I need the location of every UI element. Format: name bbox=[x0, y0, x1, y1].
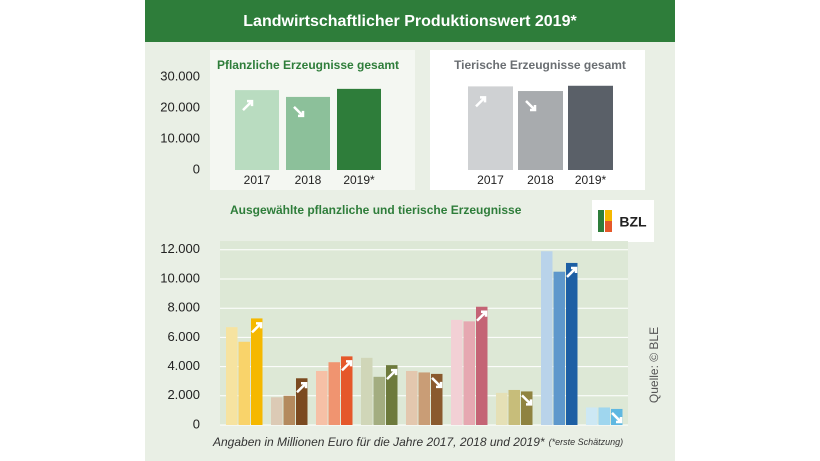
y-tick-label: 0 bbox=[193, 161, 200, 176]
logo-icon bbox=[605, 210, 612, 221]
bar bbox=[468, 86, 513, 170]
arrow-icon bbox=[521, 394, 533, 406]
arrow-icon bbox=[386, 368, 398, 381]
y-tick-label: 10.000 bbox=[160, 130, 200, 145]
title-bar bbox=[145, 0, 675, 42]
logo-icon bbox=[605, 221, 612, 232]
x-tick-label: 2017 bbox=[244, 173, 271, 187]
footnote: Angaben in Millionen Euro für die Jahre … bbox=[212, 435, 623, 449]
bar bbox=[283, 395, 295, 425]
bar bbox=[568, 85, 613, 170]
arrow-icon bbox=[475, 96, 487, 108]
source: Quelle: © BLE bbox=[647, 327, 661, 403]
bar bbox=[226, 327, 238, 425]
x-tick-label: 2019* bbox=[343, 173, 375, 187]
y-tick-label: 30.000 bbox=[160, 69, 200, 84]
bar bbox=[235, 90, 279, 170]
arrow-icon bbox=[293, 106, 305, 118]
bar bbox=[508, 389, 520, 425]
bar bbox=[386, 365, 398, 425]
arrow-icon bbox=[251, 322, 263, 334]
bar bbox=[316, 370, 328, 425]
bar bbox=[521, 391, 533, 425]
y-tick-label: 4.000 bbox=[167, 358, 200, 373]
bar bbox=[251, 318, 263, 425]
x-tick-label: 2018 bbox=[295, 173, 322, 187]
bar bbox=[541, 251, 553, 425]
panel-title: Tierische Erzeugnisse gesamt bbox=[454, 58, 626, 72]
x-tick-label: 2019* bbox=[575, 173, 607, 187]
y-tick-label: 12.000 bbox=[160, 241, 200, 256]
bar bbox=[451, 319, 463, 425]
panel-title: Ausgewählte pflanzliche und tierische Er… bbox=[230, 203, 522, 217]
bar bbox=[418, 372, 430, 425]
bar bbox=[296, 378, 308, 425]
bar bbox=[518, 91, 563, 170]
bar bbox=[406, 370, 418, 425]
bar bbox=[598, 407, 610, 425]
bar bbox=[476, 306, 488, 425]
arrow-icon bbox=[566, 266, 578, 278]
bar bbox=[341, 356, 353, 425]
bar bbox=[328, 362, 340, 425]
arrow-icon bbox=[476, 310, 488, 322]
bar bbox=[361, 357, 373, 425]
bar bbox=[238, 341, 250, 425]
y-tick-label: 0 bbox=[193, 416, 200, 431]
arrow-icon bbox=[431, 377, 443, 389]
footnote-main: Angaben in Millionen Euro für die Jahre … bbox=[212, 435, 545, 449]
y-tick-label: 2.000 bbox=[167, 387, 200, 402]
x-tick-label: 2018 bbox=[527, 173, 554, 187]
arrow-icon bbox=[242, 99, 254, 111]
arrow-icon bbox=[611, 412, 623, 424]
arrow-icon bbox=[341, 360, 353, 372]
arrow-icon bbox=[525, 100, 537, 112]
y-tick-label: 20.000 bbox=[160, 100, 200, 115]
bar bbox=[286, 96, 330, 170]
logo-text: BZL bbox=[619, 214, 647, 230]
bar bbox=[337, 88, 381, 170]
footnote-small: (*erste Schätzung) bbox=[549, 437, 624, 447]
bar bbox=[431, 373, 443, 425]
y-tick-label: 8.000 bbox=[167, 300, 200, 315]
bar bbox=[271, 397, 283, 425]
arrow-icon bbox=[296, 382, 308, 394]
bar bbox=[373, 376, 385, 425]
bar bbox=[586, 407, 598, 425]
logo-icon bbox=[598, 210, 604, 232]
x-tick-label: 2017 bbox=[477, 173, 504, 187]
chart-title: Landwirtschaftlicher Produktionswert 201… bbox=[243, 13, 577, 30]
y-tick-label: 10.000 bbox=[160, 270, 200, 285]
panel-title: Pflanzliche Erzeugnisse gesamt bbox=[217, 58, 399, 72]
bar bbox=[566, 262, 578, 425]
y-tick-label: 6.000 bbox=[167, 329, 200, 344]
bar bbox=[496, 392, 508, 425]
bar bbox=[463, 321, 475, 425]
bar bbox=[553, 271, 565, 425]
